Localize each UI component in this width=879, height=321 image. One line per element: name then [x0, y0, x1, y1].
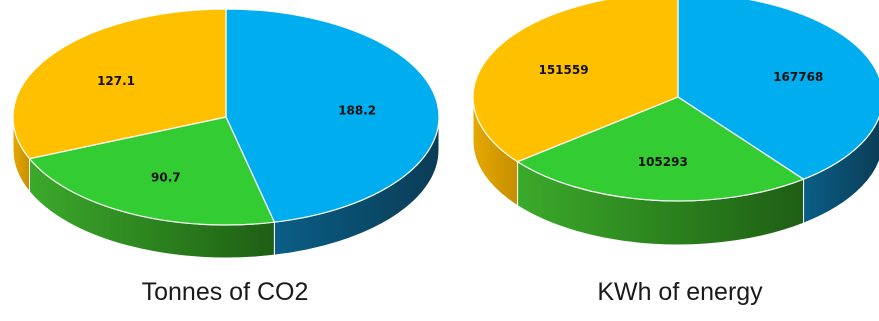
data-label-slice-blue-co2: 188.2 — [338, 103, 376, 117]
slice-green-co2 — [28, 116, 276, 226]
chart-title-co2: Tonnes of CO2 — [141, 278, 309, 306]
slice-yellow-energy — [472, 0, 679, 163]
slice-blue-energy — [677, 0, 879, 180]
data-label-slice-green-co2: 90.7 — [151, 171, 181, 185]
slice-yellow-co2 — [12, 8, 227, 160]
data-label-slice-blue-energy: 167768 — [773, 70, 823, 84]
pie-chart-energy: 167768 105293 151559 — [472, 0, 879, 246]
slice-blue-co2 — [225, 8, 440, 223]
data-label-slice-yellow-energy: 151559 — [538, 63, 588, 77]
data-label-slice-green-energy: 105293 — [638, 155, 688, 169]
chart-title-energy: KWh of energy — [597, 278, 763, 306]
data-label-slice-yellow-co2: 127.1 — [97, 74, 135, 88]
slice-green-energy — [516, 96, 805, 202]
pie-chart-co2: 188.2 90.7 127.1 — [12, 8, 440, 259]
